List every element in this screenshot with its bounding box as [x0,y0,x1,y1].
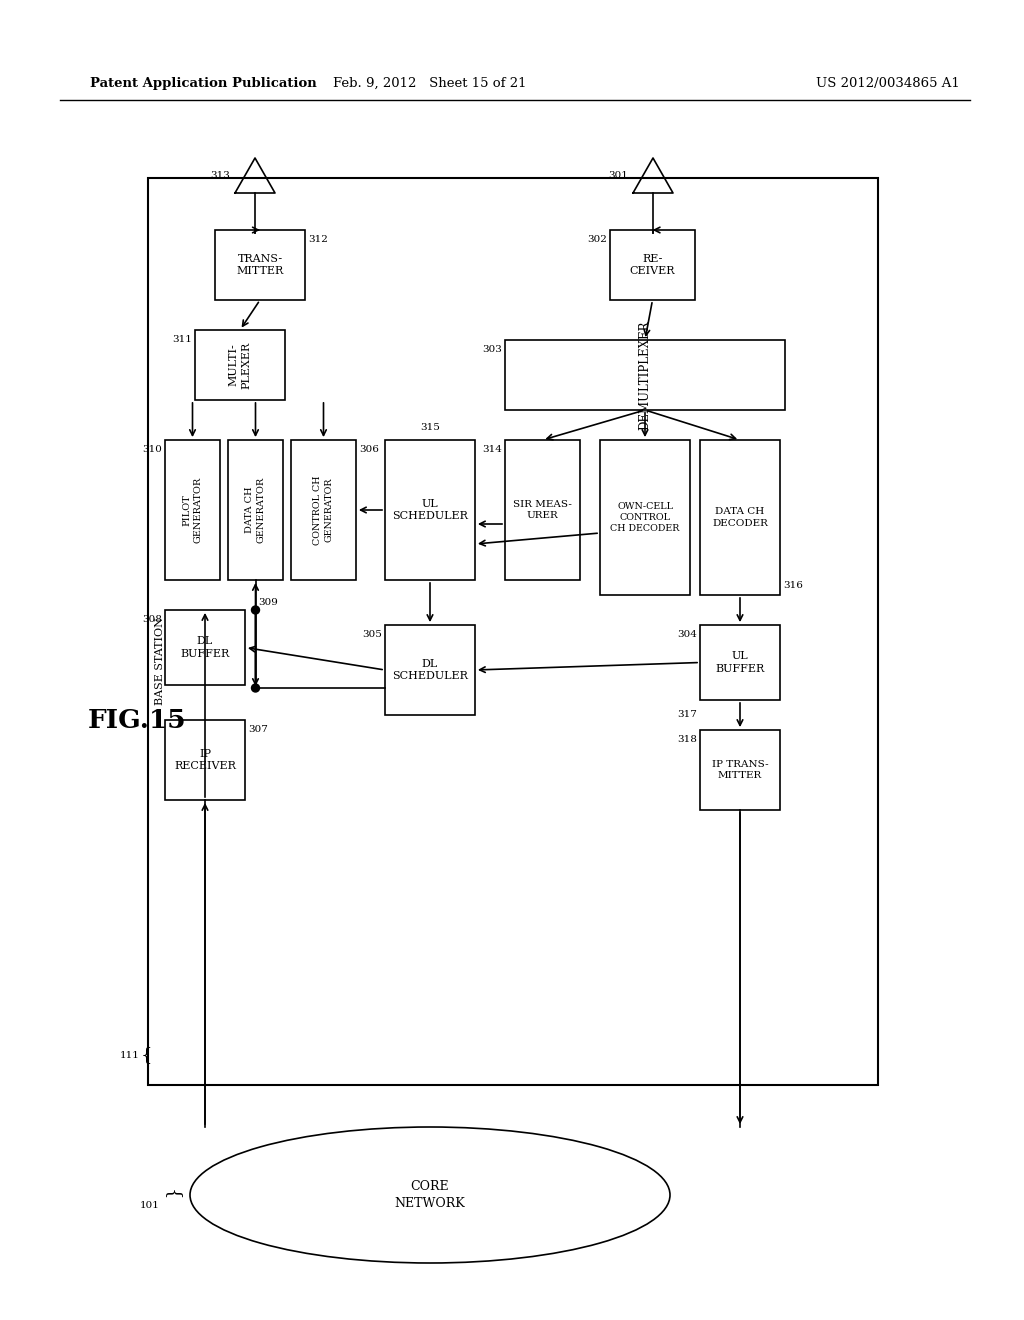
Text: CORE
NETWORK: CORE NETWORK [394,1180,465,1210]
Text: 313: 313 [210,172,230,180]
Text: IP
RECEIVER: IP RECEIVER [174,748,236,771]
Bar [165,719,245,800]
Bar [215,230,305,300]
Text: 306: 306 [359,445,379,454]
Bar [385,624,475,715]
Bar [385,440,475,579]
Text: Patent Application Publication: Patent Application Publication [90,77,316,90]
Bar [700,730,780,810]
Bar [610,230,695,300]
Bar [700,624,780,700]
Text: SIR MEAS-
URER: SIR MEAS- URER [513,500,572,520]
Text: {: { [163,1189,181,1201]
Text: TRANS-
MITTER: TRANS- MITTER [237,253,284,276]
Text: US 2012/0034865 A1: US 2012/0034865 A1 [816,77,961,90]
Text: 308: 308 [142,615,162,624]
Text: IP TRANS-
MITTER: IP TRANS- MITTER [712,760,768,780]
Text: MULTI-
PLEXER: MULTI- PLEXER [228,342,251,388]
Text: 101: 101 [140,1200,160,1209]
Text: 304: 304 [677,630,697,639]
Text: 312: 312 [308,235,328,244]
Text: 303: 303 [482,345,502,354]
Ellipse shape [190,1127,670,1263]
Text: 316: 316 [783,581,803,590]
Bar [600,440,690,595]
Circle shape [252,606,259,614]
Bar [228,440,283,579]
Text: 311: 311 [172,335,193,345]
Text: DL
BUFFER: DL BUFFER [180,636,229,659]
Text: 315: 315 [420,422,440,432]
Bar [165,440,220,579]
Bar [700,440,780,595]
Bar [165,610,245,685]
Text: 302: 302 [587,235,607,244]
Text: {: { [140,1045,152,1064]
Bar [505,341,785,411]
Text: 301: 301 [608,172,628,180]
Circle shape [252,684,259,692]
Text: Feb. 9, 2012   Sheet 15 of 21: Feb. 9, 2012 Sheet 15 of 21 [333,77,526,90]
Text: 310: 310 [142,445,162,454]
Bar [148,178,878,1085]
Text: DATA CH
GENERATOR: DATA CH GENERATOR [246,477,265,543]
Text: BASE STATION: BASE STATION [155,618,165,705]
Text: UL
BUFFER: UL BUFFER [716,651,765,673]
Text: FIG.15: FIG.15 [88,708,186,733]
Text: OWN-CELL
CONTROL
CH DECODER: OWN-CELL CONTROL CH DECODER [610,502,680,533]
Bar [505,440,580,579]
Text: CONTROL CH
GENERATOR: CONTROL CH GENERATOR [313,475,334,545]
Bar [195,330,285,400]
Text: 318: 318 [677,735,697,744]
Bar [291,440,356,579]
Text: 314: 314 [482,445,502,454]
Text: DL
SCHEDULER: DL SCHEDULER [392,659,468,681]
Text: PILOT
GENERATOR: PILOT GENERATOR [182,477,203,543]
Text: 305: 305 [362,630,382,639]
Text: RE-
CEIVER: RE- CEIVER [630,253,675,276]
Text: DATA CH
DECODER: DATA CH DECODER [712,507,768,528]
Text: DEMULTIPLEXER: DEMULTIPLEXER [639,321,651,430]
Text: UL
SCHEDULER: UL SCHEDULER [392,499,468,521]
Text: 317: 317 [677,710,697,719]
Text: 307: 307 [248,725,268,734]
Text: 111: 111 [120,1051,140,1060]
Text: 309: 309 [258,598,279,607]
